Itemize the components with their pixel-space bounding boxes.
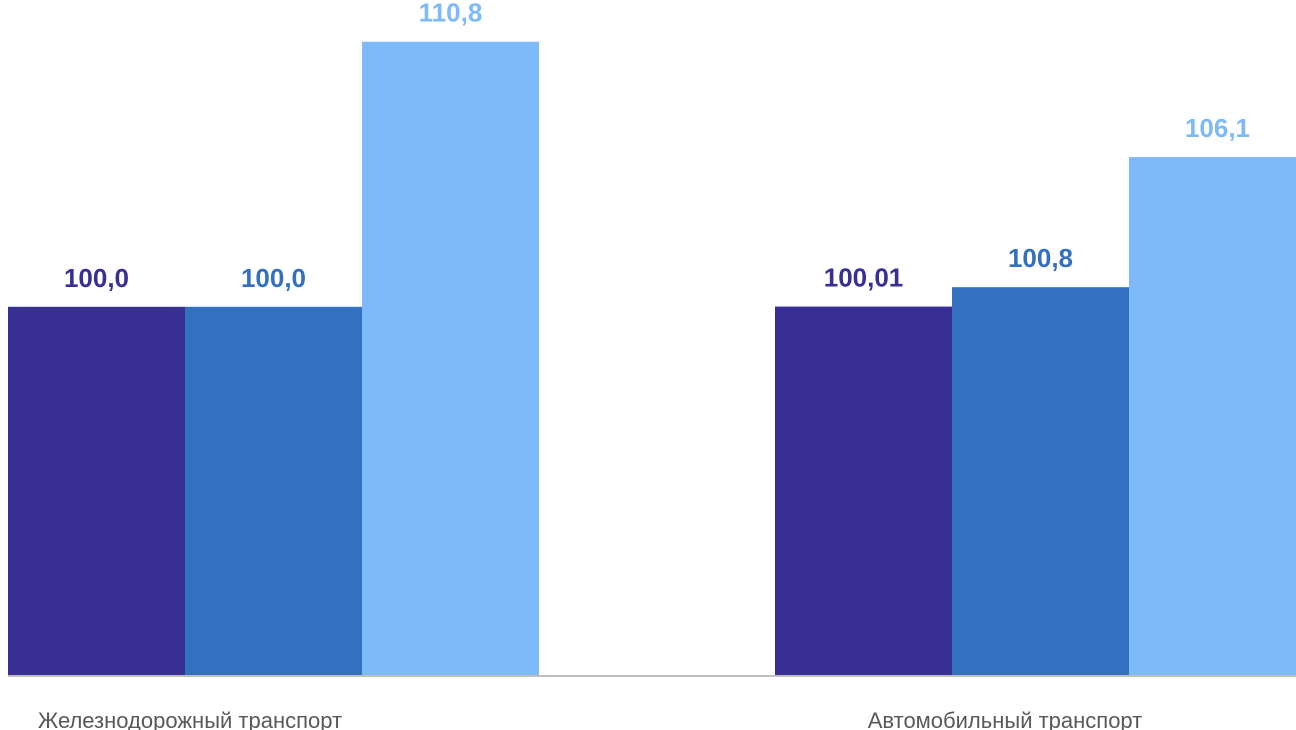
- data-label: 100,01: [824, 263, 904, 293]
- bar: [952, 287, 1129, 675]
- bar: [1129, 157, 1296, 675]
- bar: [185, 306, 362, 675]
- bar: [775, 306, 952, 675]
- category-label: Автомобильный транспорт: [868, 708, 1143, 730]
- data-label: 100,0: [241, 263, 306, 293]
- data-label: 110,8: [419, 0, 483, 28]
- bar: [8, 306, 185, 675]
- value-labels: 100,0 100,0 110,8 100,01 100,8 106,1: [64, 0, 1250, 293]
- category-label: Железнодорожный транспорт: [38, 708, 342, 730]
- bars: [8, 41, 1296, 675]
- data-label: 106,1: [1185, 113, 1250, 143]
- data-label: 100,8: [1008, 243, 1073, 273]
- bar: [362, 41, 539, 675]
- data-label: 100,0: [64, 263, 129, 293]
